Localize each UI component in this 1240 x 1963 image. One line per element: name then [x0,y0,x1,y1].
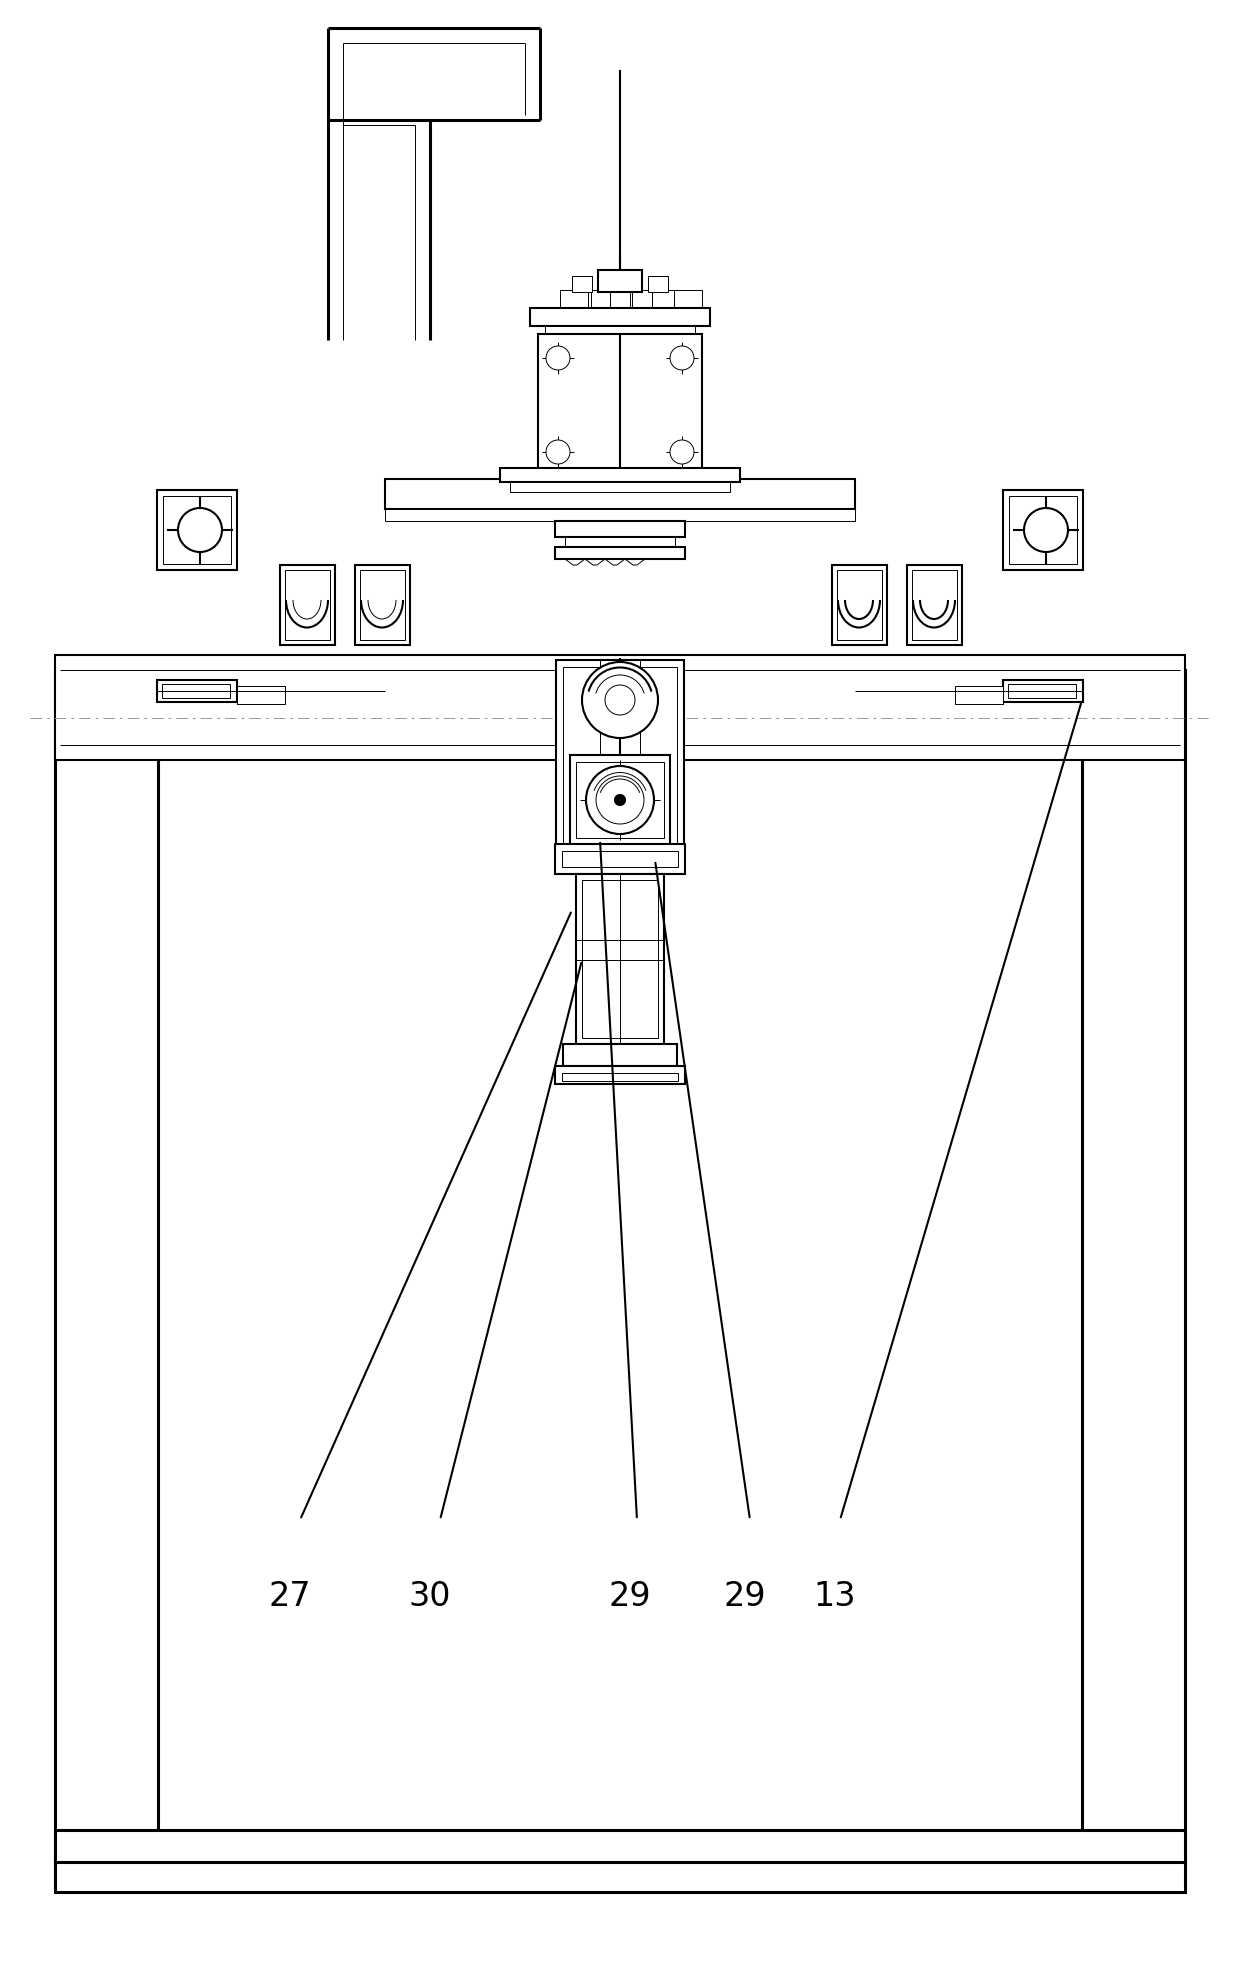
Bar [675,291,702,308]
Circle shape [546,345,570,369]
Bar [955,685,1003,705]
Bar [285,569,330,640]
Bar [565,538,675,548]
Bar [610,291,630,308]
Bar [55,1830,1185,1863]
Bar [384,508,856,520]
Bar [1003,491,1083,569]
Circle shape [1024,508,1068,552]
Bar [598,271,642,292]
Bar [591,291,611,308]
Text: 29: 29 [609,1580,651,1614]
Bar [280,565,335,646]
Bar [1008,683,1076,699]
Bar [563,667,677,854]
Text: 13: 13 [813,1580,857,1614]
Bar [529,308,711,326]
Bar [546,326,694,334]
Bar [605,277,619,292]
Bar [1009,497,1078,563]
Text: 27: 27 [269,1580,311,1614]
Bar [1083,669,1185,1890]
Circle shape [582,662,658,738]
Bar [572,277,591,292]
Bar [911,569,957,640]
Circle shape [587,766,653,834]
Bar [570,756,670,844]
Bar [649,277,668,292]
Bar [625,277,639,292]
Circle shape [596,775,644,824]
Bar [577,762,663,838]
Bar [556,1066,684,1084]
Bar [55,656,1185,760]
Bar [562,1074,678,1082]
Bar [582,879,658,1038]
Bar [652,291,680,308]
Bar [556,520,684,538]
Bar [562,852,678,868]
Bar [563,1044,677,1066]
Bar [837,569,882,640]
Circle shape [670,345,694,369]
Bar [500,467,740,483]
Bar [55,1861,1185,1892]
Bar [157,491,237,569]
Bar [162,683,229,699]
Bar [384,479,856,508]
Bar [55,669,157,1890]
Bar [237,685,285,705]
Bar [162,497,231,563]
Text: 29: 29 [724,1580,766,1614]
Bar [538,334,702,479]
Bar [556,660,684,860]
Bar [632,291,652,308]
Bar [577,874,663,1044]
Bar [832,565,887,646]
Circle shape [546,440,570,463]
Bar [355,565,410,646]
Bar [157,679,237,703]
Bar [360,569,405,640]
Bar [906,565,962,646]
Bar [1003,679,1083,703]
Bar [556,548,684,559]
Bar [556,844,684,874]
Circle shape [179,508,222,552]
Text: 30: 30 [409,1580,451,1614]
Circle shape [615,795,625,805]
Bar [560,291,588,308]
Circle shape [670,440,694,463]
Bar [510,483,730,493]
